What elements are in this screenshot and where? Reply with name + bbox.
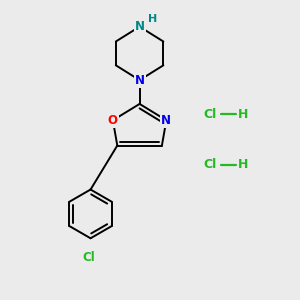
Text: H: H: [238, 158, 248, 171]
Text: N: N: [161, 114, 171, 127]
Text: N: N: [135, 74, 145, 87]
Text: N: N: [135, 20, 145, 33]
Text: Cl: Cl: [203, 158, 217, 171]
Text: H: H: [148, 14, 157, 24]
Text: Cl: Cl: [83, 251, 95, 264]
Text: O: O: [108, 114, 118, 127]
Text: Cl: Cl: [203, 108, 217, 121]
Text: H: H: [238, 108, 248, 121]
